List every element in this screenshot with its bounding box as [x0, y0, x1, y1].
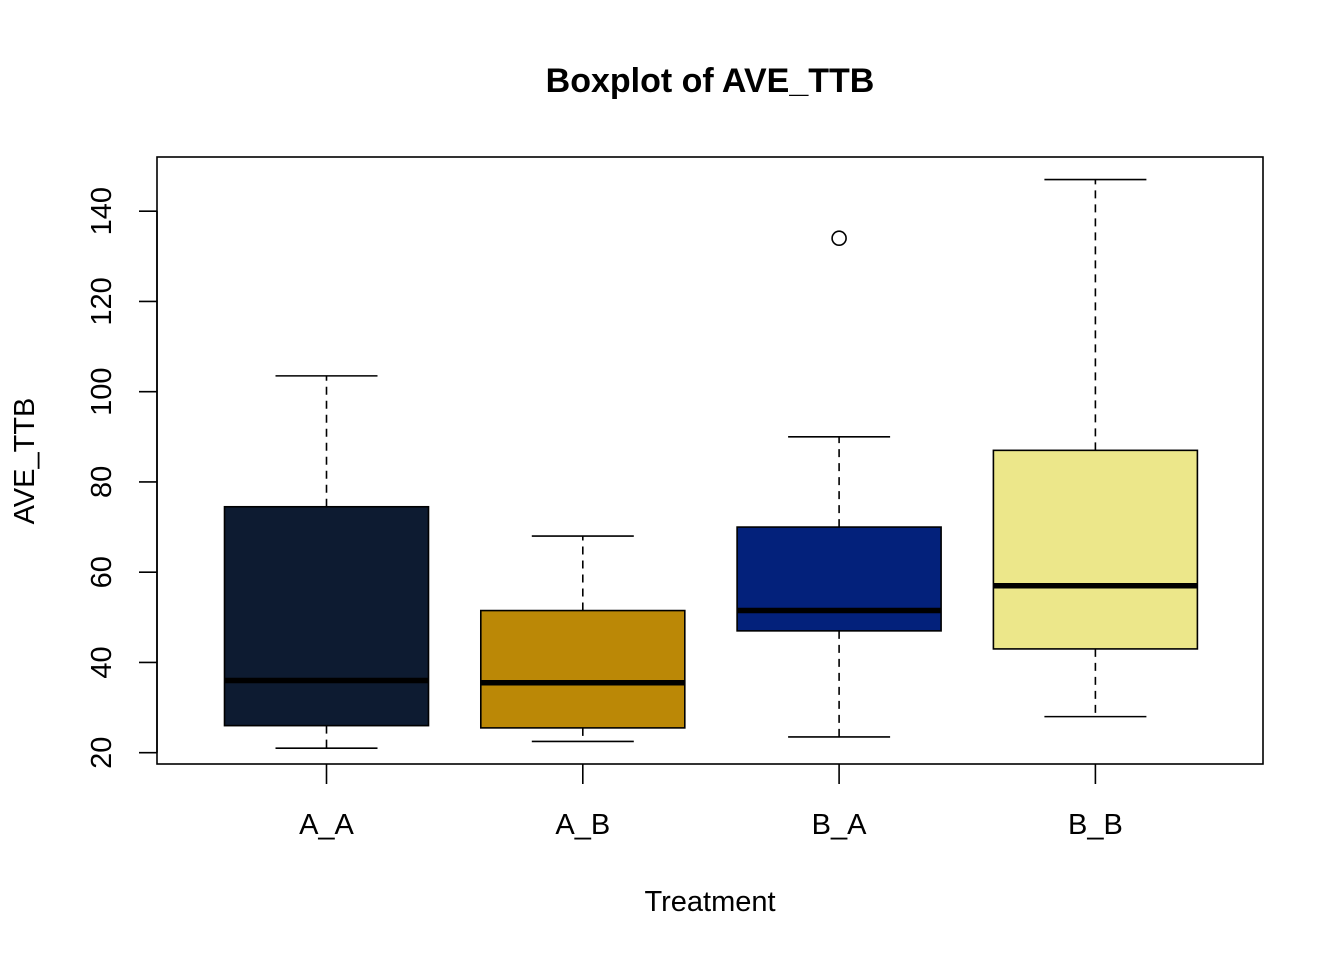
x-tick-label: A_A — [299, 809, 354, 841]
x-axis: A_A A_B B_A B_B — [299, 764, 1123, 841]
x-tick-label: B_A — [812, 809, 867, 841]
iqr-box — [479, 609, 686, 729]
x-tick-label: A_B — [555, 809, 610, 841]
iqr-box — [736, 526, 942, 632]
chart-title: Boxplot of AVE_TTB — [546, 62, 875, 100]
x-tick-label: B_B — [1068, 809, 1123, 841]
y-tick-label: 60 — [86, 556, 118, 588]
y-axis: 20 40 60 80 100 120 140 — [86, 187, 158, 769]
y-tick-label: 80 — [86, 466, 118, 498]
x-axis-label: Treatment — [644, 886, 775, 918]
box-A_A — [223, 375, 430, 750]
y-tick-label: 20 — [86, 737, 118, 769]
y-axis-label: AVE_TTB — [9, 398, 41, 525]
y-tick-label: 120 — [86, 277, 118, 325]
box-B_A — [736, 230, 942, 738]
box-B_B — [992, 178, 1199, 718]
iqr-box — [223, 505, 430, 727]
y-tick-label: 140 — [86, 187, 118, 235]
outlier-point — [831, 230, 847, 247]
y-tick-label: 40 — [86, 646, 118, 678]
boxes-layer — [223, 178, 1199, 750]
iqr-box — [992, 449, 1199, 650]
y-tick-label: 100 — [86, 367, 118, 415]
box-A_B — [479, 535, 686, 743]
